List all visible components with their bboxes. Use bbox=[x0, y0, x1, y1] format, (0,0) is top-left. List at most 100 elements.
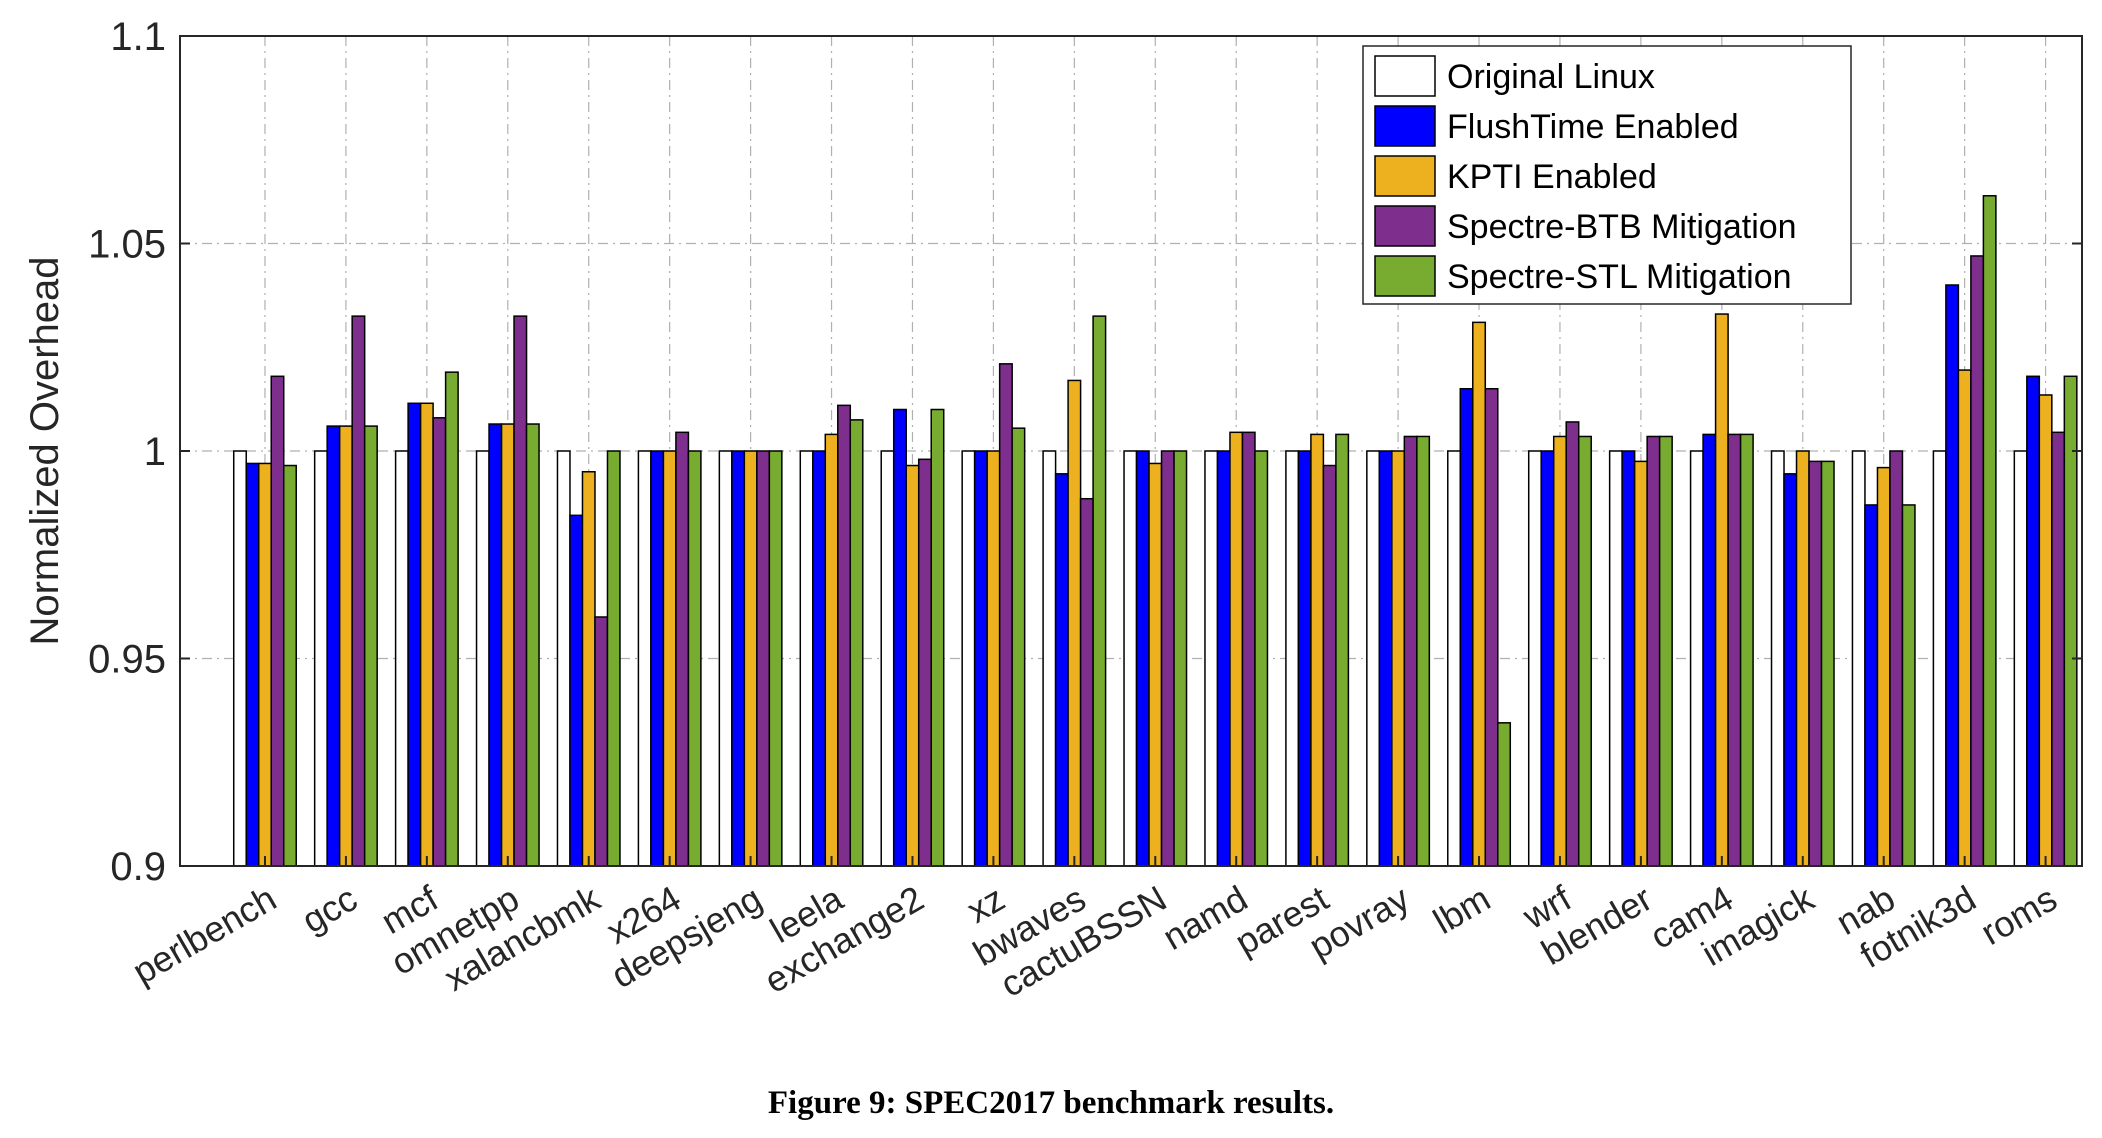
bar-deepsjeng-original-linux bbox=[718, 450, 733, 867]
bar-omnetpp-kpti-enabled bbox=[500, 423, 515, 867]
bar-cactuBSSN-spectre-stl-mitigation bbox=[1173, 450, 1188, 867]
bar-namd-kpti-enabled bbox=[1229, 431, 1244, 867]
bar-cam4-kpti-enabled bbox=[1714, 313, 1729, 867]
bar-exchange2-spectre-stl-mitigation bbox=[930, 408, 945, 867]
bar-wrf-flushtime-enabled bbox=[1540, 450, 1555, 867]
bar-x264-spectre-btb-mitigation bbox=[675, 431, 690, 867]
bar-mcf-kpti-enabled bbox=[419, 402, 434, 867]
bar-parest-original-linux bbox=[1285, 450, 1300, 867]
bar-nab-original-linux bbox=[1851, 450, 1866, 867]
bar-xz-spectre-btb-mitigation bbox=[998, 363, 1013, 867]
bar-leela-flushtime-enabled bbox=[812, 450, 827, 867]
bar-wrf-kpti-enabled bbox=[1552, 435, 1567, 867]
bar-leela-kpti-enabled bbox=[824, 433, 839, 867]
bar-roms-original-linux bbox=[2013, 450, 2028, 867]
y-tick-label: 0.9 bbox=[110, 845, 166, 889]
bar-perlbench-flushtime-enabled bbox=[245, 462, 260, 867]
bar-gcc-spectre-stl-mitigation bbox=[363, 425, 378, 867]
bar-imagick-kpti-enabled bbox=[1795, 450, 1810, 867]
bar-imagick-original-linux bbox=[1770, 450, 1785, 867]
bar-cactuBSSN-original-linux bbox=[1123, 450, 1138, 867]
legend-label: Original Linux bbox=[1447, 58, 1655, 96]
bar-parest-kpti-enabled bbox=[1310, 433, 1325, 867]
bar-xalancbmk-flushtime-enabled bbox=[569, 514, 584, 867]
bar-omnetpp-original-linux bbox=[475, 450, 490, 867]
bar-deepsjeng-flushtime-enabled bbox=[731, 450, 746, 867]
x-tick-label: lbm bbox=[1426, 877, 1497, 942]
legend-box bbox=[1362, 45, 1852, 305]
bar-deepsjeng-spectre-stl-mitigation bbox=[768, 450, 783, 867]
y-axis-label: Normalized Overhead bbox=[23, 256, 67, 645]
bar-bwaves-spectre-stl-mitigation bbox=[1092, 315, 1107, 867]
bar-roms-spectre-stl-mitigation bbox=[2063, 375, 2078, 867]
bar-namd-spectre-btb-mitigation bbox=[1241, 431, 1256, 867]
x-tick-label: perlbench bbox=[126, 877, 283, 992]
y-tick-label: 1.1 bbox=[110, 15, 166, 59]
bar-povray-kpti-enabled bbox=[1391, 450, 1406, 867]
legend-label: FlushTime Enabled bbox=[1447, 108, 1739, 146]
bar-omnetpp-spectre-stl-mitigation bbox=[525, 423, 540, 867]
bar-fotnik3d-flushtime-enabled bbox=[1945, 284, 1960, 867]
bar-fotnik3d-spectre-stl-mitigation bbox=[1982, 195, 1997, 867]
legend-swatch bbox=[1374, 255, 1436, 297]
bar-bwaves-kpti-enabled bbox=[1067, 379, 1082, 867]
bar-fotnik3d-kpti-enabled bbox=[1957, 369, 1972, 867]
bar-omnetpp-spectre-btb-mitigation bbox=[513, 315, 528, 867]
bar-gcc-spectre-btb-mitigation bbox=[351, 315, 366, 867]
bar-imagick-spectre-stl-mitigation bbox=[1820, 460, 1835, 867]
bar-cam4-flushtime-enabled bbox=[1702, 433, 1717, 867]
bar-wrf-spectre-stl-mitigation bbox=[1577, 435, 1592, 867]
bar-cam4-spectre-stl-mitigation bbox=[1739, 433, 1754, 867]
bar-lbm-flushtime-enabled bbox=[1459, 388, 1474, 867]
legend-label: Spectre-STL Mitigation bbox=[1447, 258, 1792, 296]
bar-leela-original-linux bbox=[799, 450, 814, 867]
bars bbox=[232, 195, 2078, 867]
legend-swatch bbox=[1374, 105, 1436, 147]
bar-x264-spectre-stl-mitigation bbox=[687, 450, 702, 867]
bar-fotnik3d-original-linux bbox=[1932, 450, 1947, 867]
bar-xz-kpti-enabled bbox=[986, 450, 1001, 867]
bar-cactuBSSN-kpti-enabled bbox=[1148, 462, 1163, 867]
bar-omnetpp-flushtime-enabled bbox=[488, 423, 503, 867]
bar-deepsjeng-kpti-enabled bbox=[743, 450, 758, 867]
bar-exchange2-original-linux bbox=[880, 450, 895, 867]
bar-cam4-spectre-btb-mitigation bbox=[1727, 433, 1742, 867]
bar-parest-spectre-btb-mitigation bbox=[1322, 464, 1337, 867]
bar-blender-flushtime-enabled bbox=[1621, 450, 1636, 867]
bar-x264-flushtime-enabled bbox=[650, 450, 665, 867]
bar-exchange2-flushtime-enabled bbox=[892, 408, 907, 867]
bar-namd-spectre-stl-mitigation bbox=[1254, 450, 1269, 867]
bar-gcc-kpti-enabled bbox=[338, 425, 353, 867]
bar-parest-flushtime-enabled bbox=[1297, 450, 1312, 867]
bar-lbm-kpti-enabled bbox=[1472, 321, 1487, 867]
bar-gcc-flushtime-enabled bbox=[326, 425, 341, 867]
bar-roms-flushtime-enabled bbox=[2026, 375, 2041, 867]
y-tick-label: 1.05 bbox=[88, 223, 166, 267]
bar-blender-spectre-stl-mitigation bbox=[1658, 435, 1673, 867]
bar-lbm-spectre-stl-mitigation bbox=[1497, 722, 1512, 867]
bar-xz-flushtime-enabled bbox=[973, 450, 988, 867]
bar-wrf-original-linux bbox=[1527, 450, 1542, 867]
bar-perlbench-spectre-stl-mitigation bbox=[282, 464, 297, 867]
bar-lbm-spectre-btb-mitigation bbox=[1484, 388, 1499, 867]
bar-imagick-spectre-btb-mitigation bbox=[1808, 460, 1823, 867]
bar-namd-flushtime-enabled bbox=[1216, 450, 1231, 867]
figure-caption: Figure 9: SPEC2017 benchmark results. bbox=[767, 1085, 1335, 1121]
bar-x264-original-linux bbox=[637, 450, 652, 867]
bar-povray-spectre-btb-mitigation bbox=[1403, 435, 1418, 867]
bar-mcf-original-linux bbox=[394, 450, 409, 867]
bar-povray-spectre-stl-mitigation bbox=[1416, 435, 1431, 867]
legend-swatch bbox=[1374, 155, 1436, 197]
bar-exchange2-spectre-btb-mitigation bbox=[917, 458, 932, 867]
bar-nab-spectre-stl-mitigation bbox=[1901, 504, 1916, 867]
bar-xalancbmk-original-linux bbox=[556, 450, 571, 867]
bar-wrf-spectre-btb-mitigation bbox=[1565, 421, 1580, 867]
bar-x264-kpti-enabled bbox=[662, 450, 677, 867]
bar-mcf-flushtime-enabled bbox=[407, 402, 422, 867]
bar-povray-original-linux bbox=[1366, 450, 1381, 867]
bar-fotnik3d-spectre-btb-mitigation bbox=[1970, 255, 1985, 867]
bar-mcf-spectre-stl-mitigation bbox=[444, 371, 459, 867]
bar-parest-spectre-stl-mitigation bbox=[1335, 433, 1350, 867]
bar-povray-flushtime-enabled bbox=[1378, 450, 1393, 867]
